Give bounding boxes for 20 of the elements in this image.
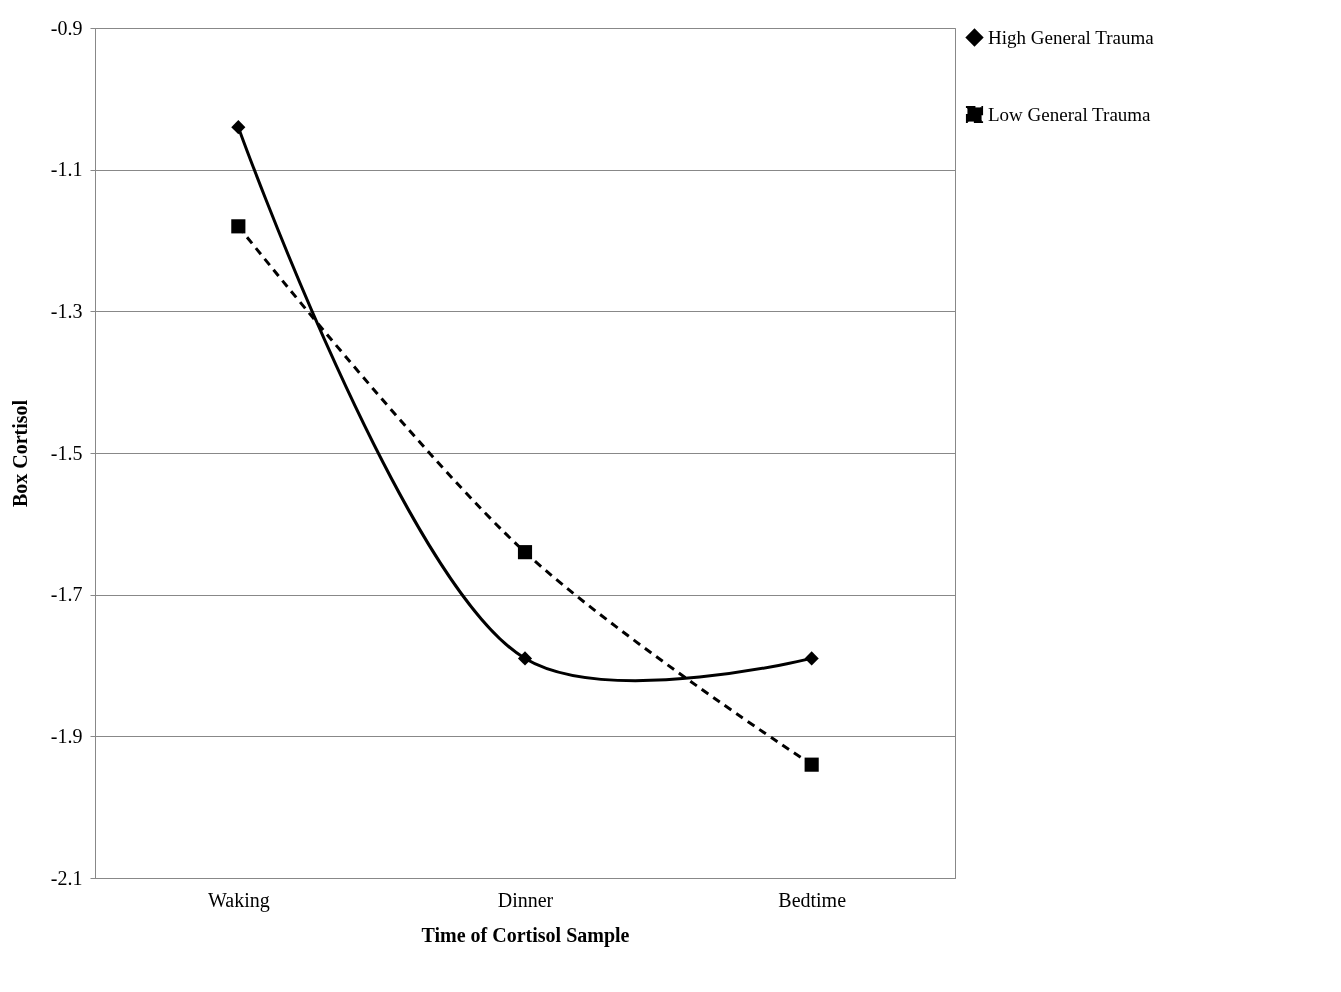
y-tick-label: -2.1	[50, 866, 83, 889]
point	[517, 651, 533, 666]
point	[804, 757, 819, 772]
legend-label: Low General Trauma	[988, 103, 1152, 125]
x-tick-label: Bedtime	[778, 888, 847, 911]
point	[517, 545, 533, 560]
point	[231, 120, 246, 135]
y-tick-label: -1.3	[50, 299, 83, 322]
point	[804, 651, 819, 666]
y-axis-title: Box Cortisol	[8, 399, 31, 508]
y-tick-label: -1.7	[50, 583, 83, 606]
y-tick-label: -1.9	[50, 724, 83, 747]
point	[231, 219, 246, 234]
y-tick-label: -1.5	[50, 441, 83, 464]
x-tick-label: Dinner	[497, 888, 554, 911]
x-tick-label: Waking	[207, 888, 270, 912]
x-axis-title: Time of Cortisol Sample	[421, 923, 630, 947]
y-tick-label: -1.1	[50, 158, 83, 181]
y-tick-label: -0.9	[50, 16, 83, 39]
legend-label: High General Trauma	[988, 26, 1155, 48]
